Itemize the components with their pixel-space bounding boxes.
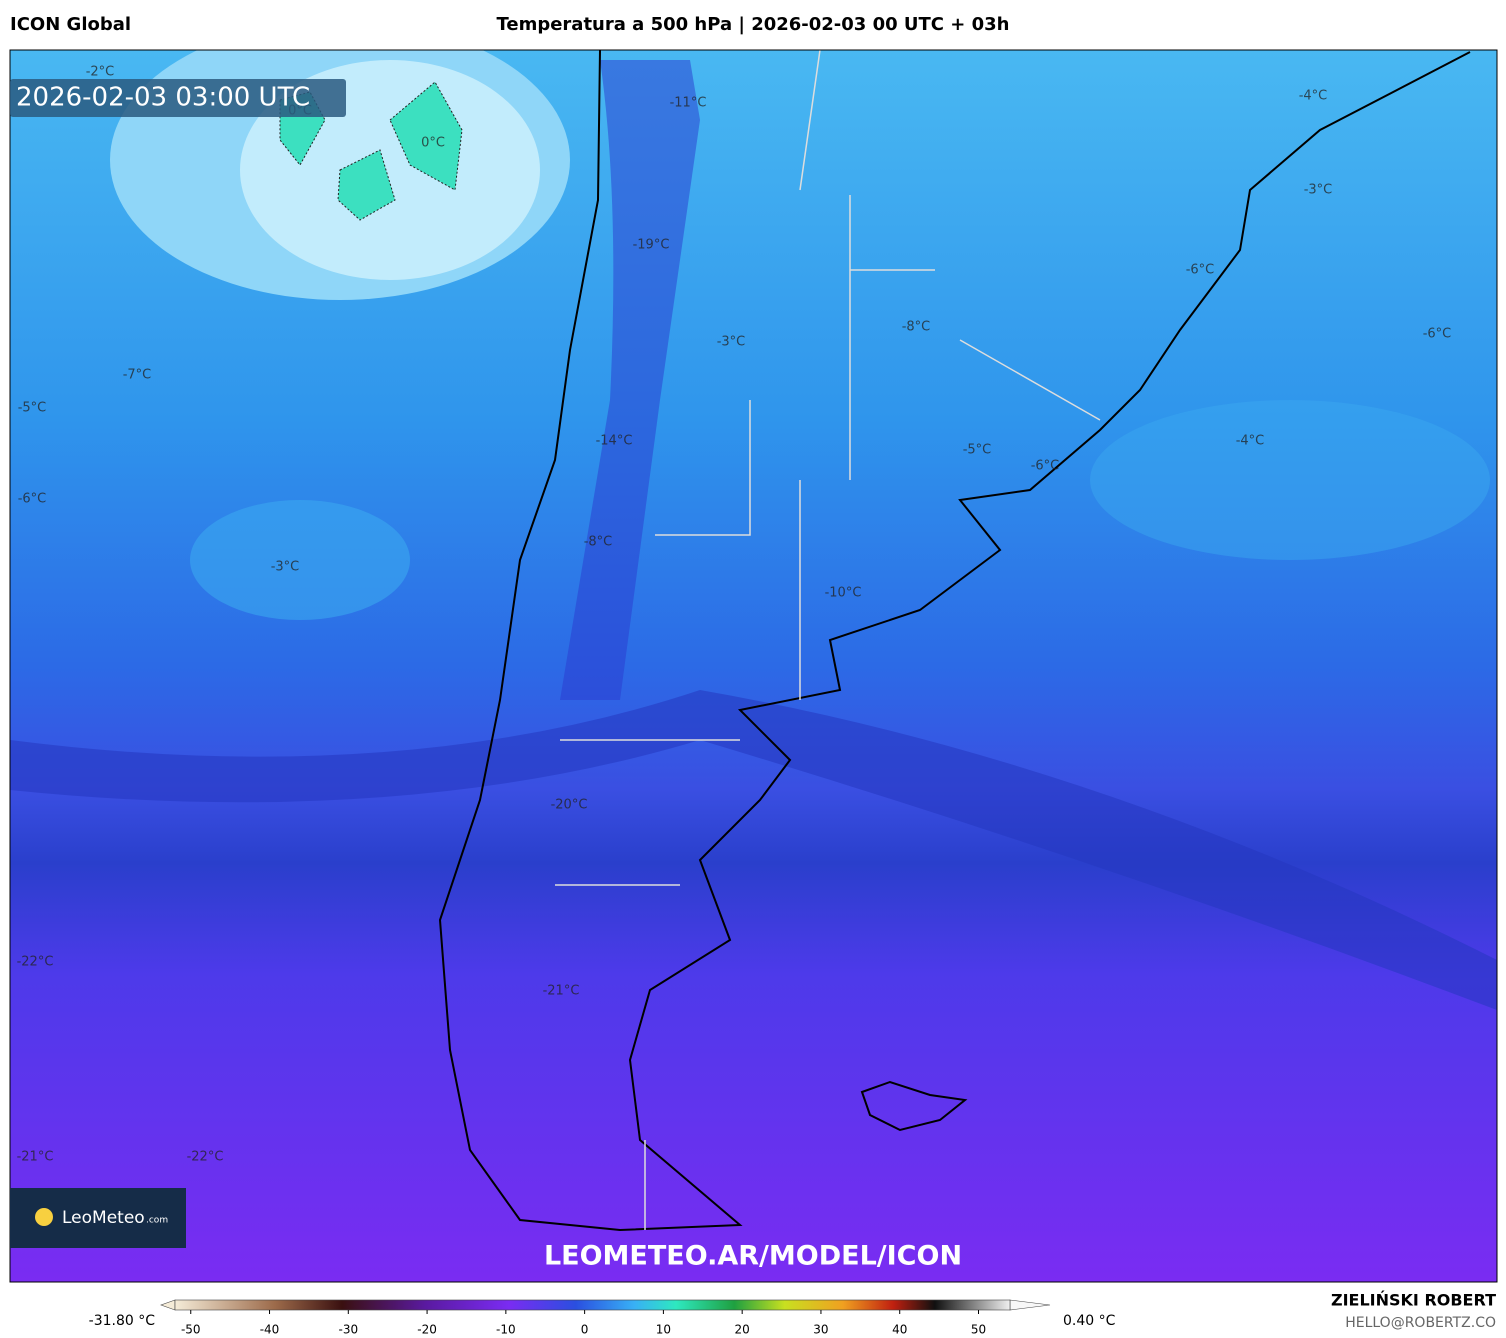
colorbar-tick-label: 10 (656, 1323, 671, 1337)
colorbar-tick-label: 40 (892, 1323, 907, 1337)
contour-label: -22°C (17, 955, 54, 970)
timestamp: 2026-02-03 03:00 UTC (16, 83, 310, 113)
island (860, 1080, 968, 1132)
colorbar-tick-label: -20 (417, 1323, 437, 1337)
colorbar-min: -31.80 °C (89, 1313, 156, 1329)
contour-label: -3°C (271, 560, 300, 575)
map-frame (9, 49, 1498, 1283)
colorbar-scale (174, 1299, 1011, 1311)
colorbar-tick-label: 20 (735, 1323, 750, 1337)
colorbar-tick-label: 50 (971, 1323, 986, 1337)
colorbar: -50 -40 -30 -20 -10 0 10 20 30 40 50 (160, 1299, 1051, 1337)
coastline (438, 50, 1471, 1232)
contour-label: -4°C (1236, 434, 1265, 449)
contour-label: -14°C (596, 434, 633, 449)
contour-label: -22°C (187, 1150, 224, 1165)
colorbar-tick-label: -40 (260, 1323, 280, 1337)
logo-sun (35, 1208, 53, 1226)
credit-email: HELLO@ROBERTZ.CO (1345, 1315, 1496, 1331)
contour-area (1090, 400, 1490, 560)
contour-label: -20°C (551, 798, 588, 813)
contour-label: -7°C (123, 368, 152, 383)
colorbar-tick-label: 0 (581, 1323, 589, 1337)
contour-label: -21°C (543, 984, 580, 999)
contour-label: -4°C (1299, 89, 1328, 104)
contour-label: -3°C (717, 335, 746, 350)
credit-name: ZIELIŃSKI ROBERT (1331, 1291, 1496, 1310)
model-name: ICON Global (10, 14, 131, 35)
colorbar-tick-label: -30 (338, 1323, 358, 1337)
timestamp-box (10, 79, 346, 117)
contour-label: -21°C (17, 1150, 54, 1165)
contour-labels: -2°C0°C0°C-11°C-4°C-3°C-19°C-6°C-8°C-6°C… (17, 65, 1452, 1165)
colorbar-tick-label: -10 (496, 1323, 516, 1337)
contour-label: -5°C (963, 443, 992, 458)
contour-label: -8°C (902, 320, 931, 335)
contour-label: -19°C (633, 238, 670, 253)
colorbar-tick-label: 30 (813, 1323, 828, 1337)
contour-label: -6°C (18, 492, 47, 507)
contour-label: -2°C (86, 65, 115, 80)
logo-suffix: .com (146, 1216, 168, 1226)
colorbar-max: 0.40 °C (1063, 1313, 1116, 1329)
contour-label: -6°C (1031, 459, 1060, 474)
contour-area (190, 500, 410, 620)
colorbar-tick-label: -50 (181, 1323, 201, 1337)
borders (555, 50, 1101, 1230)
cold-band (10, 690, 1497, 1010)
colorbar-arrow (1009, 1299, 1051, 1311)
contour-label: -5°C (18, 401, 47, 416)
warm-patch (337, 81, 463, 221)
map-area: -2°C0°C0°C-11°C-4°C-3°C-19°C-6°C-8°C-6°C… (10, 50, 1497, 1282)
contour-label: -8°C (584, 535, 613, 550)
watermark: LEOMETEO.AR/MODEL/ICON (544, 1241, 962, 1272)
andes-cold (560, 60, 700, 700)
logo-name: LeoMeteo (62, 1208, 145, 1228)
contour-label: 0°C (421, 136, 445, 151)
contour-label: -6°C (1423, 327, 1452, 342)
contour-label: -11°C (670, 96, 707, 111)
colorbar-arrow (160, 1299, 176, 1311)
map-title: Temperatura a 500 hPa | 2026-02-03 00 UT… (496, 14, 1009, 35)
contour-label: -6°C (1186, 263, 1215, 278)
contour-label: -3°C (1304, 183, 1333, 198)
contour-label: -10°C (825, 586, 862, 601)
